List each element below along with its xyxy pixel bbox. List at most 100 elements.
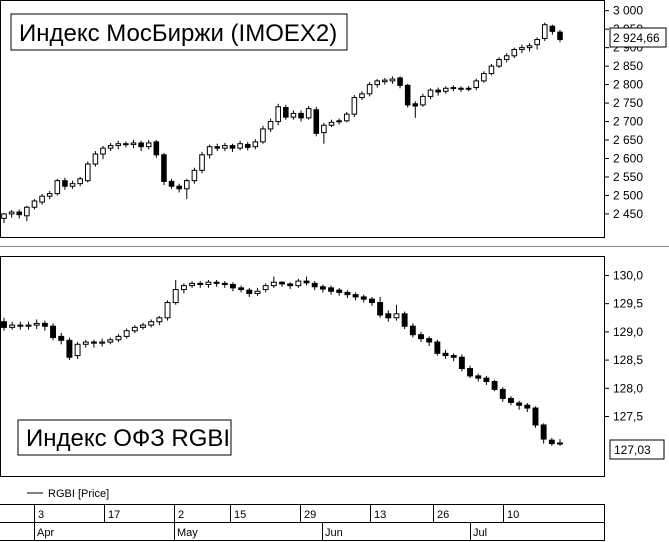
candle [131,325,138,334]
candle [267,118,274,132]
candle [434,339,441,356]
candle [287,282,294,290]
candle [148,319,155,328]
candle [221,281,228,288]
candle [252,139,259,150]
y-tick-label: 127,5 [613,410,643,424]
candle [499,387,506,402]
legend-label: RGBI [Price] [48,488,109,500]
candle [336,287,343,296]
candle [33,319,40,330]
candle [409,323,416,338]
candle [260,125,266,144]
candle [519,44,525,54]
candle [262,283,269,293]
x-month-label: May [177,527,198,539]
x-month-label: Apr [37,527,54,539]
candle [496,57,502,68]
y-tick-label: 129,0 [613,325,643,339]
candle [313,106,320,137]
candle [214,143,221,152]
candle [156,316,163,326]
candle [140,322,146,330]
candle [197,281,204,288]
candle [352,292,359,301]
candle [123,141,129,148]
candle [540,423,547,444]
candle [458,354,465,372]
candle [488,63,495,76]
candle [491,379,498,392]
candle [25,321,32,330]
candle [82,339,89,348]
candle [465,86,472,92]
candle [351,94,358,118]
rgbi-last-value-badge: 127,03 [609,439,665,460]
y-tick-label: 128,0 [613,381,643,395]
candle [222,142,228,152]
candle [427,88,434,100]
candle [401,311,408,330]
candle [74,342,81,359]
candle [161,152,167,186]
candle [237,140,243,151]
candle [412,101,419,118]
candle [303,276,310,286]
candle [229,143,236,152]
candle [191,167,198,184]
candle [328,119,335,128]
candle [100,145,106,160]
y-tick-label: 2 500 [613,188,643,202]
candle [467,365,474,379]
candle [541,22,548,41]
candle [199,151,205,174]
candle [164,300,171,321]
candle [385,310,392,322]
candle [295,278,302,288]
candle [483,375,490,385]
y-tick-label: 2 650 [613,133,643,147]
candle [184,178,190,200]
candle [205,279,212,288]
candle [377,296,384,318]
candle [360,294,367,303]
candle [473,78,480,91]
candle [54,178,61,196]
candle [507,396,514,406]
candle [526,43,533,52]
y-tick-label: 2 800 [613,78,643,92]
candle [189,281,196,288]
candle [138,140,144,152]
y-tick-label: 2 850 [613,59,643,73]
candle [475,373,482,382]
candle [275,103,281,126]
candle [238,285,245,293]
candle [84,161,91,183]
candle [426,336,433,346]
candle [90,339,97,348]
candle [115,334,122,343]
candle [17,321,24,330]
candle [382,77,388,85]
candle [511,47,518,58]
imoex-title: Индекс МосБиржи (IMOEX2) [19,20,337,47]
y-tick-label: 130,0 [613,268,643,282]
candle [62,177,68,190]
candle [244,141,251,151]
candle [31,199,38,210]
candle [328,285,335,295]
candle [130,140,137,149]
x-axis: 3 17 2 15 29 13 26 10 Apr May Jun Jul [0,504,605,541]
candle [46,191,53,200]
candle [516,400,523,410]
x-day-label: 26 [437,509,449,521]
candle [336,118,342,125]
candle [254,287,261,296]
imoex-candles [1,22,563,224]
candle [115,140,122,150]
candle [92,151,99,167]
candle [450,353,457,362]
legend: RGBI [Price] [27,488,109,500]
candle [549,24,556,35]
candle [66,337,73,361]
